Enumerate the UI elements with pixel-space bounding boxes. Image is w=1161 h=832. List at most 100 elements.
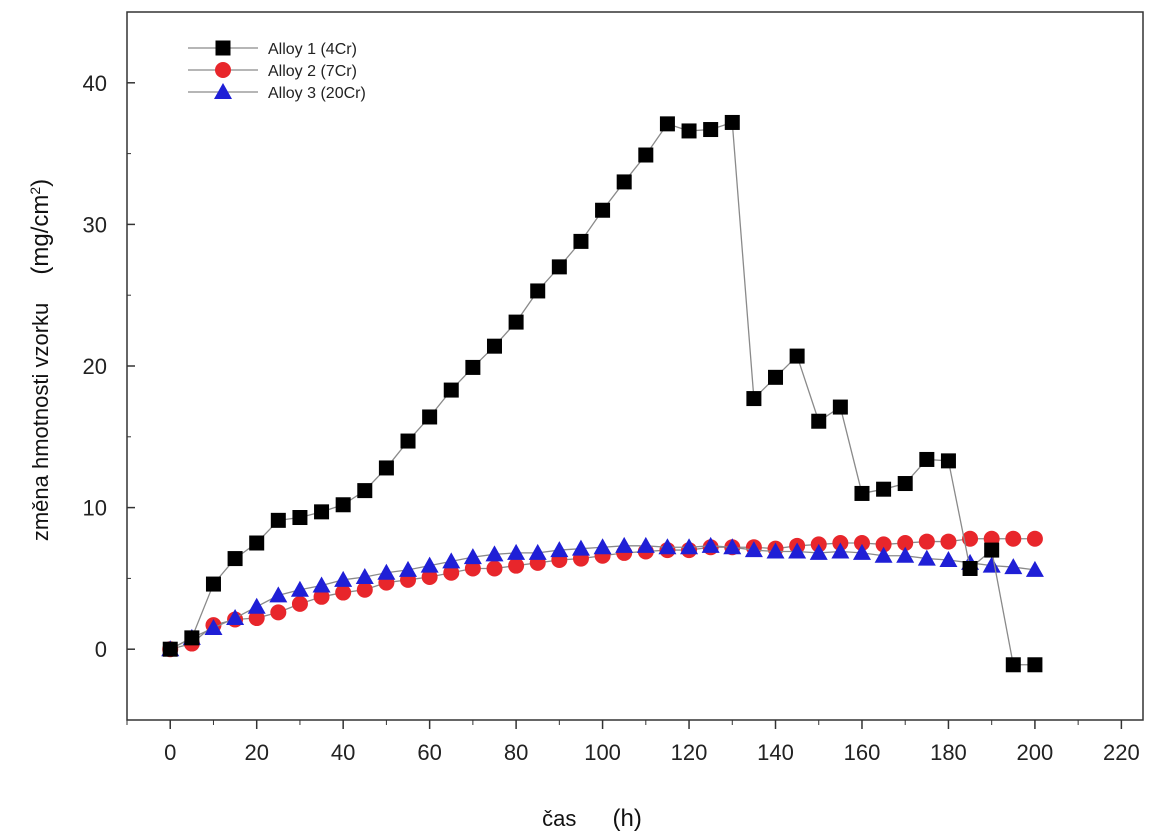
data-point — [378, 460, 394, 476]
data-point — [659, 116, 675, 132]
data-point — [852, 543, 871, 560]
data-point — [443, 564, 460, 581]
y-tick-label: 20 — [83, 354, 107, 379]
data-point — [270, 604, 287, 621]
data-point — [658, 538, 677, 555]
legend-marker — [215, 62, 231, 78]
data-point — [680, 538, 699, 555]
data-point — [377, 563, 396, 580]
data-point — [616, 174, 632, 190]
data-point — [465, 359, 481, 375]
x-tick-label: 60 — [417, 740, 441, 765]
data-point — [399, 560, 418, 577]
y-axis-unit-suffix: ) — [27, 179, 54, 187]
legend-label: Alloy 1 (4Cr) — [268, 41, 357, 58]
x-axis-label-text: čas — [542, 806, 576, 831]
data-point — [896, 546, 915, 563]
y-axis-unit-sup: 2 — [27, 187, 43, 195]
data-point — [292, 510, 308, 526]
data-point — [314, 504, 330, 520]
x-axis-unit: (h) — [613, 805, 642, 832]
data-point — [681, 123, 697, 139]
legend-item-3: Alloy 3 (20Cr) — [188, 83, 366, 102]
data-point — [485, 545, 504, 562]
data-point — [897, 535, 914, 551]
x-tick-label: 120 — [671, 740, 708, 765]
data-point — [205, 576, 221, 592]
data-point — [486, 560, 503, 577]
x-tick-label: 20 — [244, 740, 268, 765]
data-point — [442, 552, 461, 569]
data-point — [940, 453, 956, 469]
data-point — [356, 581, 373, 598]
data-point — [962, 560, 978, 576]
x-tick-label: 140 — [757, 740, 794, 765]
data-point — [701, 536, 720, 553]
data-point — [918, 533, 935, 550]
data-point — [1025, 560, 1044, 577]
x-tick-label: 220 — [1103, 740, 1140, 765]
data-point — [290, 580, 309, 597]
data-point — [486, 338, 502, 354]
data-point — [334, 570, 353, 587]
data-point — [269, 586, 288, 603]
data-point — [724, 114, 740, 130]
x-tick-label: 80 — [504, 740, 528, 765]
data-point — [636, 536, 655, 553]
data-point — [550, 541, 569, 558]
data-point — [335, 497, 351, 513]
data-point — [528, 543, 547, 560]
data-point — [335, 584, 352, 601]
data-point — [703, 122, 719, 138]
y-axis-ticks: 0 10 20 30 40 — [83, 11, 135, 721]
y-tick-label: 30 — [83, 212, 107, 237]
x-tick-label: 0 — [164, 740, 176, 765]
legend-item-2: Alloy 2 (7Cr) — [188, 62, 357, 80]
legend-item-1: Alloy 1 (4Cr) — [188, 40, 357, 58]
y-axis-unit-prefix: (mg/cm — [27, 195, 54, 275]
data-point — [831, 542, 850, 559]
data-point — [249, 535, 265, 551]
data-point — [357, 483, 373, 499]
legend-label: Alloy 3 (20Cr) — [268, 85, 366, 102]
data-point — [638, 147, 654, 163]
legend-label: Alloy 2 (7Cr) — [268, 63, 357, 80]
data-point — [443, 382, 459, 398]
data-point — [615, 536, 634, 553]
data-point — [464, 560, 481, 577]
data-point — [1027, 657, 1043, 673]
x-axis-label: čas (h) — [542, 805, 642, 832]
data-point — [788, 542, 807, 559]
data-point — [768, 369, 784, 385]
x-tick-label: 160 — [844, 740, 881, 765]
x-tick-label: 200 — [1017, 740, 1054, 765]
data-point — [982, 556, 1001, 573]
data-point — [897, 476, 913, 492]
data-point — [400, 433, 416, 449]
data-point — [313, 588, 330, 605]
data-point — [420, 556, 439, 573]
data-point — [1026, 530, 1043, 547]
data-point — [422, 409, 438, 425]
data-point — [508, 557, 525, 574]
data-point — [573, 233, 589, 249]
data-point — [1005, 657, 1021, 673]
x-tick-label: 100 — [584, 740, 621, 765]
data-point — [940, 533, 957, 550]
data-point — [421, 568, 438, 585]
data-point — [874, 546, 893, 563]
series-layer — [161, 114, 1044, 673]
data-point — [723, 538, 742, 555]
y-axis-label-text: změna hmotnosti vzorku — [28, 303, 53, 541]
x-tick-label: 180 — [930, 740, 967, 765]
data-point — [917, 549, 936, 566]
x-tick-label: 40 — [331, 740, 355, 765]
data-point — [984, 542, 1000, 558]
data-point — [551, 259, 567, 275]
data-point — [530, 283, 546, 299]
data-point — [962, 530, 979, 547]
data-point — [744, 541, 763, 558]
data-point — [312, 576, 331, 593]
data-point — [593, 538, 612, 555]
